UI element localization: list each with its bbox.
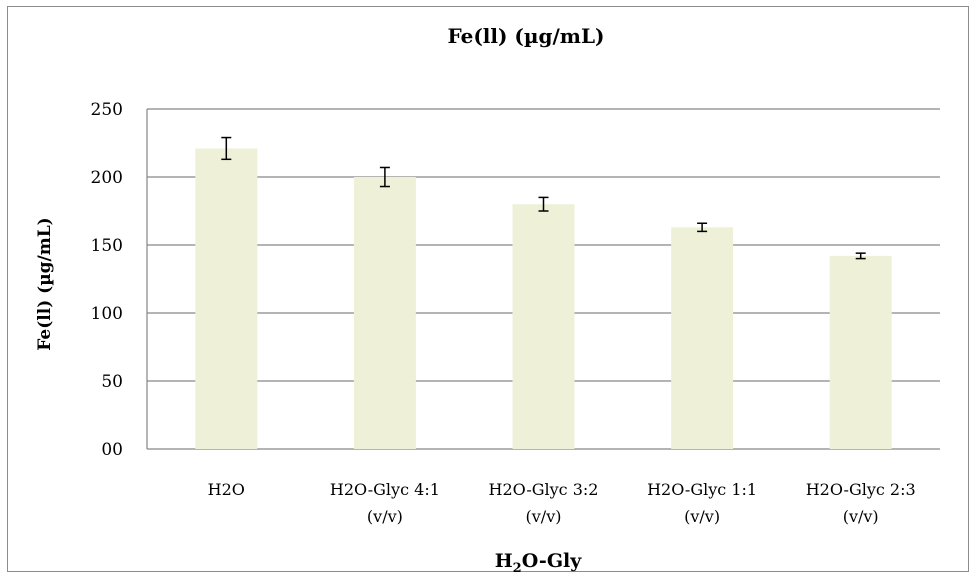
x-axis-label-main: H (495, 550, 513, 572)
x-tick-label-line: H2O-Glyc 1:1 (647, 480, 757, 499)
x-tick-label-line: (v/v) (526, 507, 562, 526)
bar (195, 148, 258, 449)
chart-title: Fe(ll) (µg/mL) (448, 24, 605, 48)
x-axis-label-subscript: 2 (513, 561, 522, 576)
y-tick-label: 00 (101, 440, 123, 460)
y-tick-label: 100 (91, 304, 123, 324)
y-tick-label: 50 (101, 372, 123, 392)
x-tick-label-line: H2O-Glyc 2:3 (806, 480, 916, 499)
y-tick-label: 200 (91, 168, 123, 188)
x-tick-label-line: (v/v) (367, 507, 403, 526)
bar (512, 204, 575, 449)
x-tick-label-line: H2O-Glyc 3:2 (489, 480, 599, 499)
x-axis-label-rest: O-Gly (522, 550, 583, 572)
bar (671, 227, 734, 449)
x-tick-label: H2O-Glyc 2:3 (v/v) (806, 480, 916, 526)
bar (353, 177, 416, 449)
bar (829, 255, 892, 449)
x-tick-label: H2O-Glyc 4:1 (v/v) (330, 480, 440, 526)
chart-frame (7, 6, 969, 572)
x-tick-label: H2O (208, 480, 245, 499)
x-axis-label: H2O-Gly (495, 550, 583, 576)
x-tick-label-line: (v/v) (843, 507, 879, 526)
x-tick-label-line: (v/v) (684, 507, 720, 526)
x-tick-label-line: H2O (208, 480, 245, 499)
x-tick-label-line: H2O-Glyc 4:1 (330, 480, 440, 499)
y-tick-label: 250 (91, 100, 123, 120)
y-axis-label: Fe(ll) (µg/mL) (35, 217, 55, 350)
y-tick-label: 150 (91, 236, 123, 256)
x-tick-label: H2O-Glyc 1:1 (v/v) (647, 480, 757, 526)
x-tick-label: H2O-Glyc 3:2 (v/v) (489, 480, 599, 526)
